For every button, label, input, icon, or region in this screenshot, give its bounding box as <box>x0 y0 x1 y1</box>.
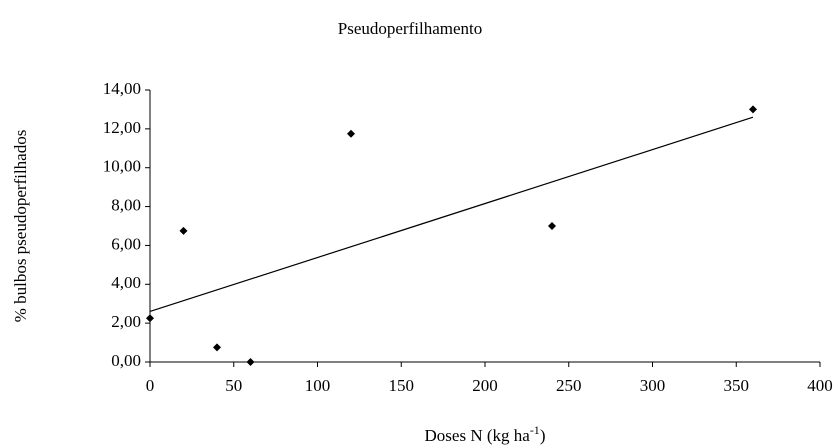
point <box>213 343 221 352</box>
x-tick-label: 50 <box>225 376 242 395</box>
y-tick-label: 0,00 <box>111 351 141 370</box>
x-axis-label-text: Doses N (kg ha <box>425 426 531 445</box>
y-tick-label: 2,00 <box>111 312 141 331</box>
x-axis-label: Doses N (kg ha-1) <box>425 423 546 445</box>
x-tick-label: 200 <box>472 376 498 395</box>
x-tick-label: 350 <box>724 376 750 395</box>
point <box>548 222 556 230</box>
point <box>347 129 355 138</box>
x-tick-label: 300 <box>640 376 666 395</box>
x-tick-label: 150 <box>389 376 415 395</box>
y-axis-label: % bulbos pseudoperfilhados <box>11 130 30 323</box>
x-tick-label: 0 <box>146 376 155 395</box>
y-tick-label: 10,00 <box>103 157 141 176</box>
x-tick-label: 100 <box>305 376 331 395</box>
point <box>749 105 757 114</box>
y-tick-label: 14,00 <box>103 79 141 98</box>
y-tick-label: 6,00 <box>111 234 141 253</box>
x-axis-label-sup: -1 <box>530 423 540 437</box>
y-tick-label: 12,00 <box>103 118 141 137</box>
x-tick-label: 400 <box>807 376 833 395</box>
trendline <box>149 116 754 313</box>
point <box>246 358 255 366</box>
point <box>179 226 188 235</box>
x-axis-label-end: ) <box>540 426 546 445</box>
point <box>146 314 154 323</box>
y-tick-label: 4,00 <box>111 273 141 292</box>
y-tick-label: 8,00 <box>111 195 141 214</box>
x-tick-label: 250 <box>556 376 582 395</box>
chart-title: Pseudoperfilhamento <box>338 19 482 38</box>
